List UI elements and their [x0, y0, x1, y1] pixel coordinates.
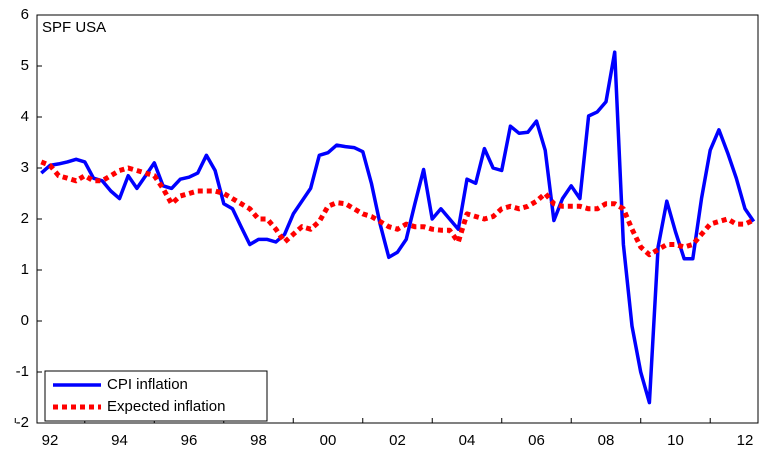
legend-label: Expected inflation: [107, 398, 225, 415]
legend-box: [44, 370, 268, 422]
legend-label: CPI inflation: [107, 376, 188, 393]
y-tick-label: 2: [21, 210, 29, 227]
series-line: [40, 50, 756, 405]
plot-frame: [36, 14, 759, 424]
x-tick-label: 10: [667, 432, 684, 449]
x-tick-label: 98: [250, 432, 267, 449]
y-tick-label: -2: [16, 414, 29, 431]
series-line: [40, 159, 755, 258]
x-tick-label: 92: [42, 432, 59, 449]
x-tick-label: 06: [528, 432, 545, 449]
y-tick-label: -1: [16, 363, 29, 380]
x-tick-label: 96: [181, 432, 198, 449]
y-tick-label: 6: [21, 6, 29, 23]
x-tick-label: 94: [111, 432, 128, 449]
x-tick-label: 02: [389, 432, 406, 449]
x-tick-label: 12: [737, 432, 754, 449]
x-tick-label: 08: [598, 432, 615, 449]
x-tick-label: 00: [320, 432, 337, 449]
y-tick-label: 3: [21, 159, 29, 176]
x-tick-label: 04: [459, 432, 476, 449]
y-tick-label: 5: [21, 57, 29, 74]
y-tick-label: 0: [21, 312, 29, 329]
y-tick-label: 1: [21, 261, 29, 278]
chart-title: SPF USA: [42, 19, 106, 36]
y-tick-label: 4: [21, 108, 29, 125]
